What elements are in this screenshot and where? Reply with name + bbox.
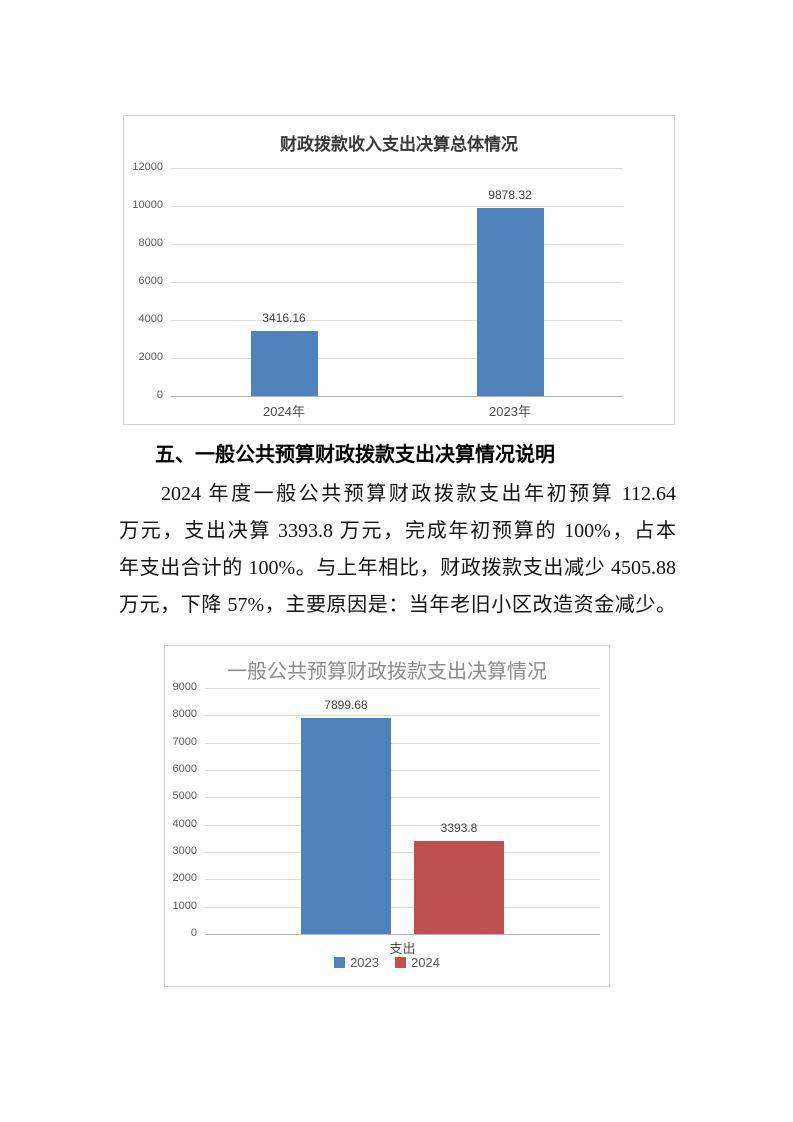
bar-2024年 [250,331,318,396]
bar-2023年 [476,208,544,396]
legend-label: 2024 [411,955,440,970]
gridline [205,879,600,881]
y-axis-tick-label: 9000 [172,681,197,693]
paragraph-line: 2024 年度一般公共预算财政拨款支出年初预算 112.64 [161,483,676,505]
chart-title: 一般公共预算财政拨款支出决算情况 [227,661,547,683]
category-label: 2023年 [489,404,531,419]
bar-value-label: 7899.68 [324,698,368,713]
gridline [171,320,623,321]
x-axis-line [171,396,623,397]
gridline [205,852,600,853]
y-axis-tick-label: 5000 [172,790,197,803]
gridline [171,244,623,245]
legend-label: 2023 [350,955,379,970]
gridline [205,742,600,744]
y-axis-tick-label: 2000 [172,872,197,885]
legend-item: 2024 [395,955,440,970]
y-axis-tick-label: 2000 [138,351,163,363]
y-axis-tick-label: 6000 [172,763,197,775]
paragraph-line: 万元，支出决算 3393.8 万元，完成年初预算的 100%，占本 [119,520,676,542]
bar-2024 [414,841,504,934]
gridline [205,906,600,908]
gridline [171,206,623,207]
category-label: 支出 [389,941,416,956]
gridline [205,688,600,689]
gridline [205,715,600,717]
x-axis-line [205,934,600,935]
fiscal-revenue-expenditure-overview-chart: 财政拨款收入支出决算总体情况 0 2000 4000 6000 8000 10000 120… [123,115,675,425]
legend-marker-icon [395,957,406,968]
gridline [171,168,623,169]
bar-value-label: 3416.16 [262,311,306,326]
y-axis-tick-label: 1000 [172,899,197,912]
y-axis-tick-label: 7000 [172,735,197,748]
y-axis-tick-label: 6000 [138,275,163,287]
chart-title: 财政拨款收入支出决算总体情况 [280,135,518,154]
y-axis-tick-label: 12000 [132,161,163,173]
body-paragraph: 2024 年度一般公共预算财政拨款支出年初预算 112.64 万元，支出决算 3… [119,476,676,624]
y-axis-tick-label: 0 [156,389,163,401]
y-axis-tick-label: 0 [190,927,197,939]
y-axis-tick-label: 4000 [138,313,163,325]
chart-legend: 2023 2024 [165,955,609,970]
paragraph-line: 万元，下降 57%，主要原因是：当年老旧小区改造资金减少。 [119,594,676,616]
gridline [205,824,600,826]
y-axis-tick-label: 8000 [138,237,163,249]
paragraph-line: 年支出合计的 100%。与上年相比，财政拨款支出减少 4505.88 [119,557,676,579]
legend-marker-icon [334,957,346,968]
y-axis-tick-label: 10000 [132,199,163,211]
public-budget-expenditure-chart: 一般公共预算财政拨款支出决算情况 0 1000 2000 3000 4000 5000 60… [164,645,610,987]
bar-value-label: 9878.32 [488,188,532,203]
legend-item: 2023 [334,955,379,970]
gridline [205,770,600,771]
section-heading: 五、一般公共预算财政拨款支出决算情况说明 [155,444,555,466]
bar-2023 [301,718,391,934]
y-axis-tick-label: 8000 [172,708,197,721]
category-label: 2024年 [263,404,305,419]
y-axis-tick-label: 4000 [172,817,197,830]
y-axis-tick-label: 3000 [172,845,197,857]
gridline [171,282,623,283]
bar-value-label: 3393.8 [440,821,478,836]
gridline [205,797,600,799]
gridline [171,358,623,359]
